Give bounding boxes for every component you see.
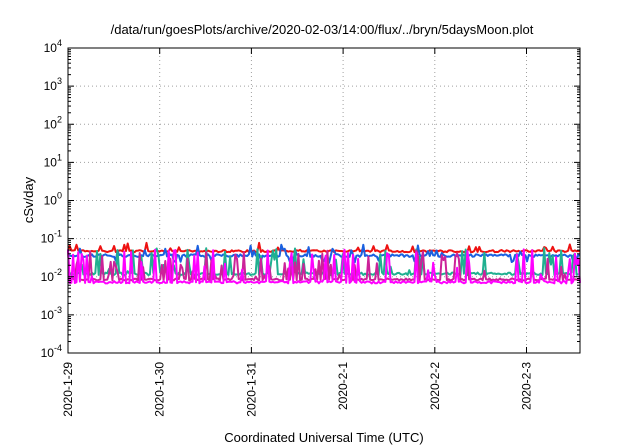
y-tick-label: 100 [44, 191, 62, 208]
y-tick-label: 104 [44, 38, 62, 55]
series-line-5 [67, 248, 581, 285]
series-line-2 [67, 243, 581, 264]
x-tick-label: 2020-2-1 [336, 362, 350, 410]
x-tick-label: 2020-2-2 [428, 362, 442, 410]
y-tick-label: 10-3 [41, 305, 62, 322]
series-layer [67, 241, 581, 285]
y-tick-label: 10-4 [41, 343, 62, 360]
y-tick-label: 10-1 [41, 229, 62, 246]
tick-layer [67, 47, 580, 354]
y-tick-label: 102 [44, 114, 62, 131]
x-tick-label: 2020-1-30 [153, 362, 167, 417]
y-axis-label: cSv/day [21, 176, 36, 223]
x-tick-labels: 2020-1-29 2020-1-30 2020-1-31 2020-2-1 2020-… [61, 362, 534, 417]
y-tick-labels: 10-4 10-3 10-2 10-1 100 101 102 103 104 [41, 38, 62, 360]
chart-title: /data/run/goesPlots/archive/2020-02-03/1… [111, 22, 534, 37]
x-tick-label: 2020-2-3 [520, 362, 534, 410]
y-tick-label: 10-2 [41, 267, 62, 284]
y-tick-label: 103 [44, 76, 62, 93]
y-tick-label: 101 [44, 152, 62, 169]
series-line-1 [67, 241, 581, 254]
x-tick-label: 2020-1-31 [244, 362, 258, 417]
grid-layer [68, 48, 580, 353]
x-axis-label: Coordinated Universal Time (UTC) [224, 430, 423, 445]
x-tick-label: 2020-1-29 [61, 362, 75, 417]
